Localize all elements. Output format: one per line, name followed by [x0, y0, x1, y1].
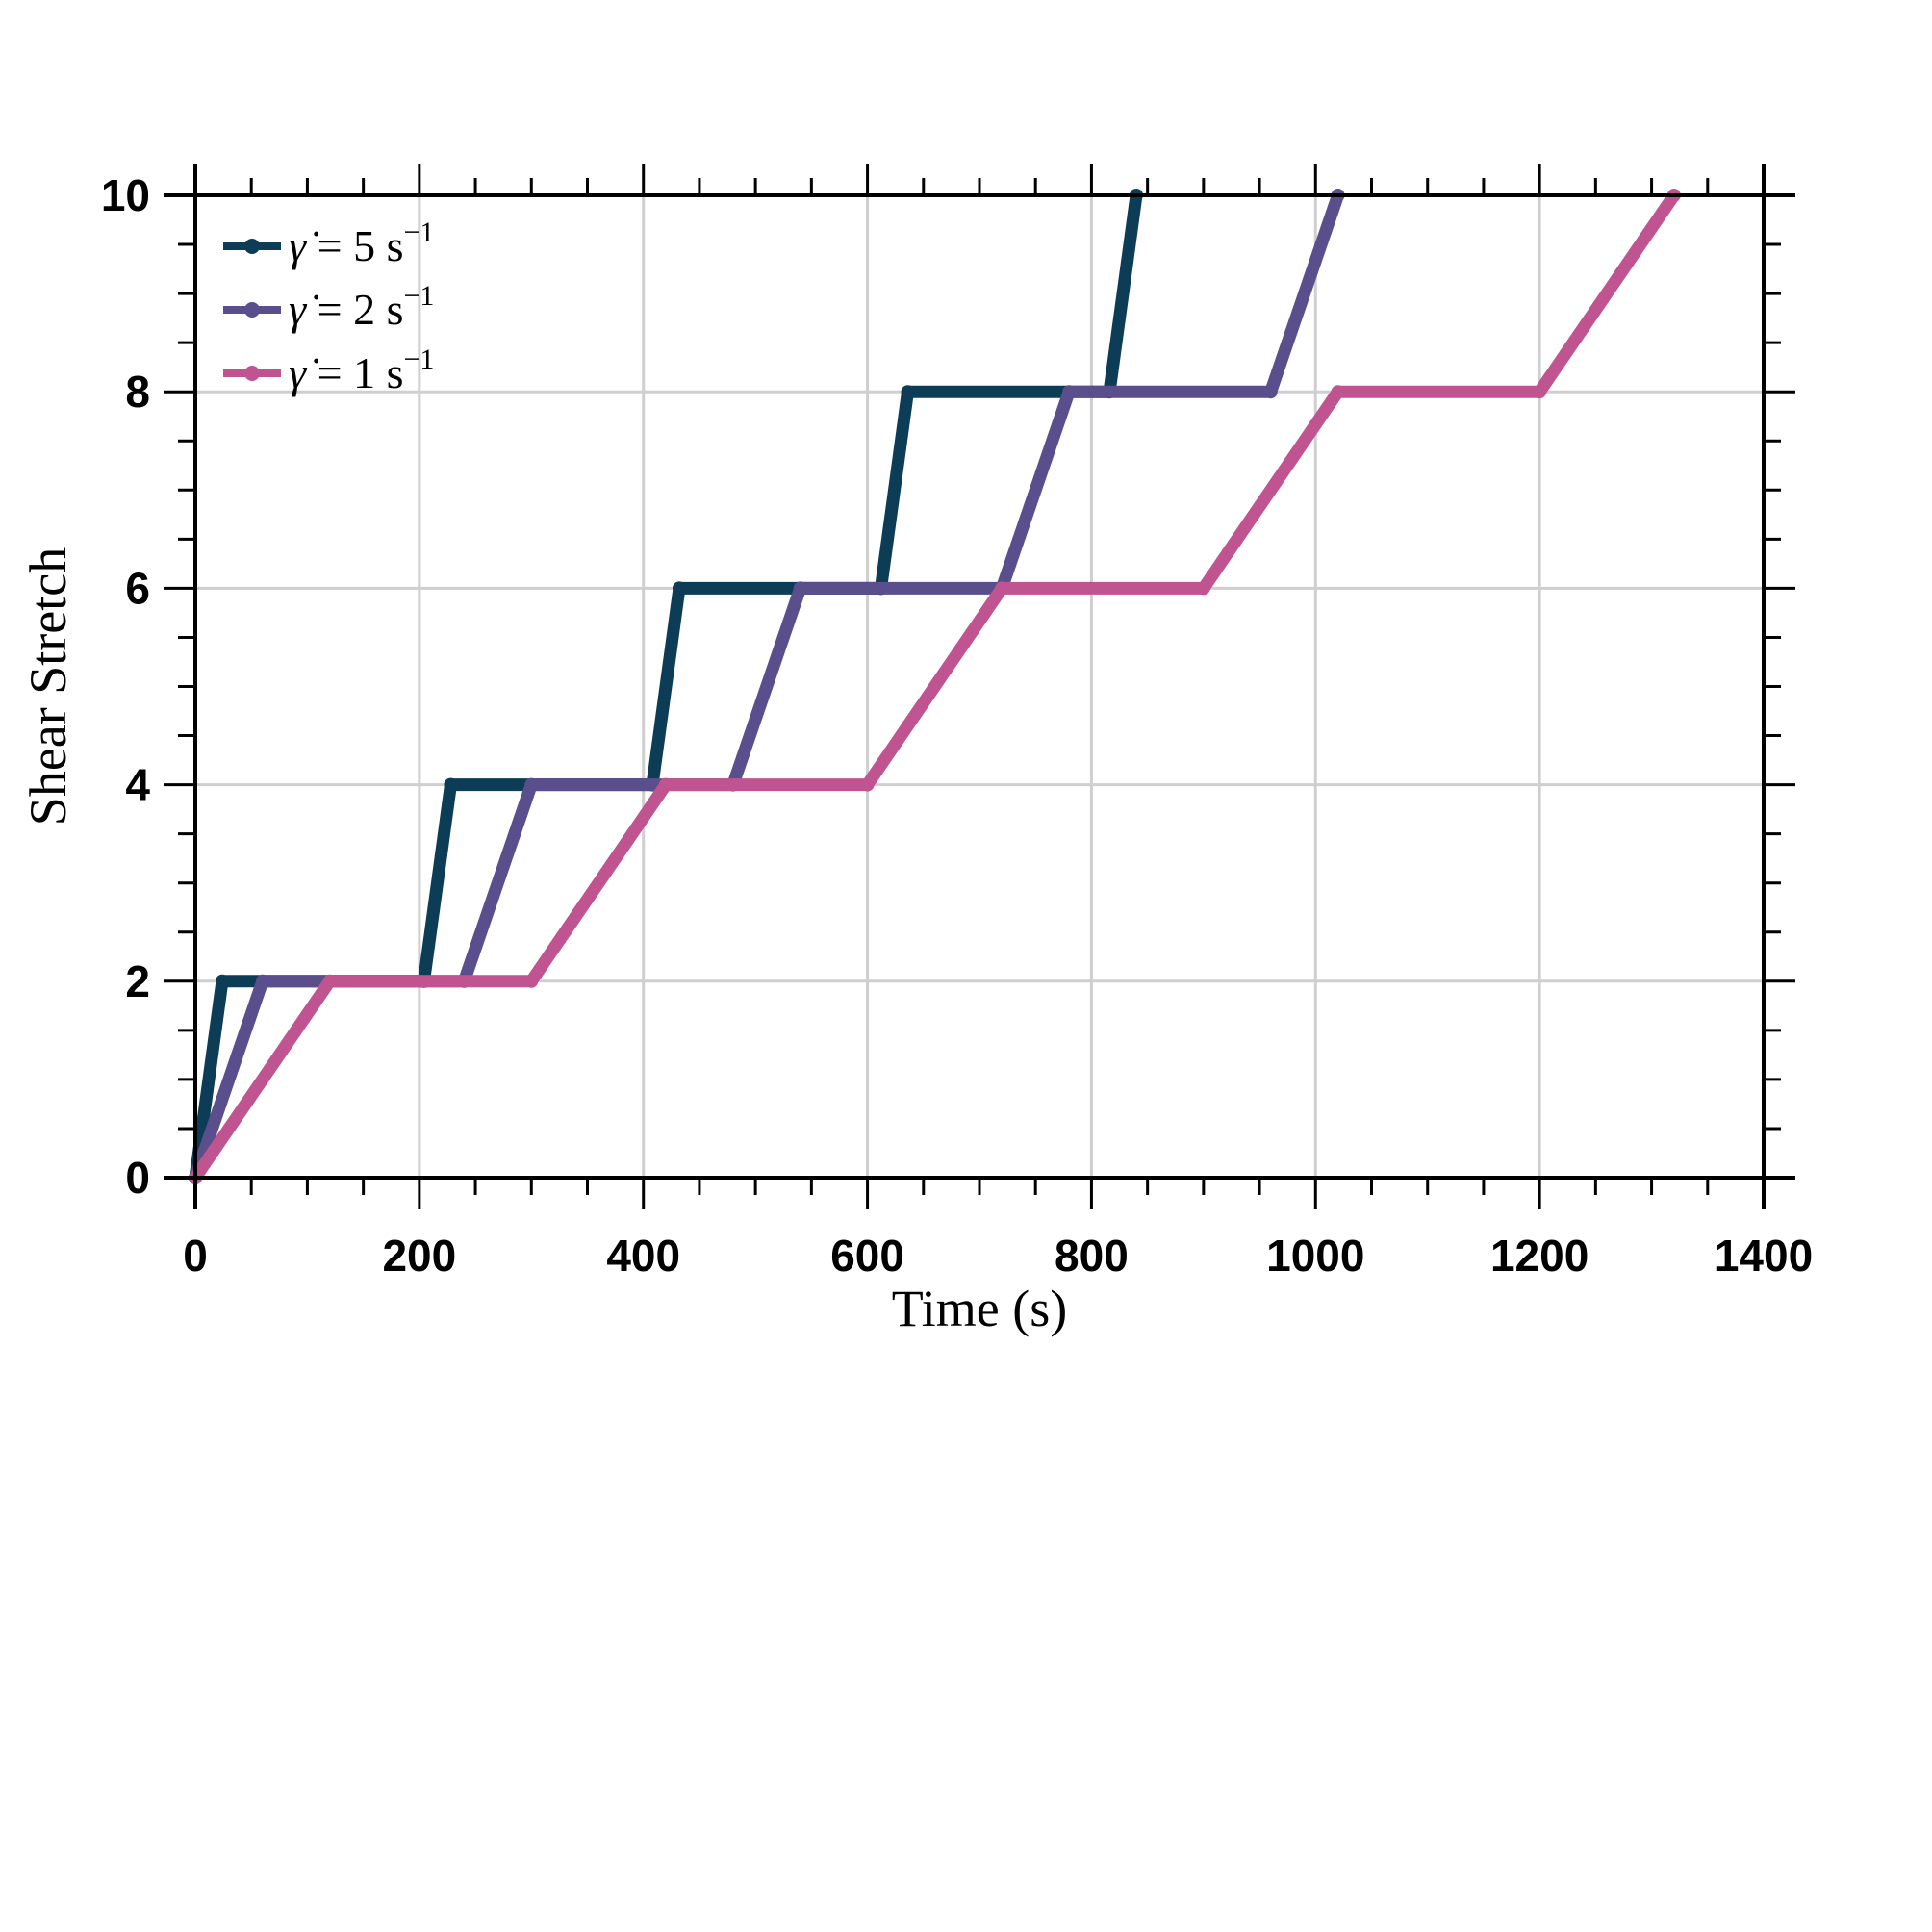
tick-labels: 0 200 400 600 800 1000 1200 1400 0 2 4 6 8 10 — [101, 170, 1813, 1281]
data-point — [322, 974, 337, 988]
legend-entry: γ̇ = 2 s−1 — [223, 280, 434, 334]
legend-entry: γ̇ = 5 s−1 — [223, 216, 434, 270]
data-point — [444, 777, 458, 792]
data-point — [672, 581, 686, 596]
y-tick-label: 2 — [125, 956, 150, 1006]
data-point — [1331, 385, 1345, 399]
y-tick-label: 6 — [125, 563, 150, 613]
legend-swatch-marker — [244, 239, 260, 254]
x-tick-label: 1400 — [1715, 1231, 1813, 1281]
legend-swatch-marker — [244, 302, 260, 318]
x-tick-label: 400 — [606, 1231, 680, 1281]
x-tick-label: 0 — [183, 1231, 208, 1281]
legend-label: γ̇ = 5 s−1 — [289, 216, 434, 270]
data-point — [995, 581, 1009, 596]
legend-swatch-marker — [244, 366, 260, 381]
legend-label: γ̇ = 1 s−1 — [289, 343, 434, 397]
data-point — [659, 777, 673, 792]
data-point — [793, 581, 807, 596]
x-tick-label: 1200 — [1490, 1231, 1589, 1281]
data-point — [1062, 385, 1077, 399]
x-tick-label: 600 — [830, 1231, 904, 1281]
data-point — [860, 777, 875, 792]
data-point — [1196, 581, 1210, 596]
series-line — [189, 189, 1681, 1184]
y-tick-label: 10 — [101, 170, 150, 220]
data-point — [524, 777, 539, 792]
y-axis-title: Shear Stretch — [19, 547, 77, 826]
legend-label: γ̇ = 2 s−1 — [289, 280, 434, 334]
data-point — [255, 974, 269, 988]
data-point — [1533, 385, 1547, 399]
series-line — [189, 189, 1143, 1184]
legend: γ̇ = 5 s−1 γ̇ = 2 s−1 γ̇ = 1 s−1 — [223, 216, 434, 397]
series-lines — [189, 189, 1681, 1184]
y-tick-label: 4 — [125, 760, 150, 810]
legend-entry: γ̇ = 1 s−1 — [223, 343, 434, 397]
data-point — [524, 974, 539, 988]
x-tick-label: 1000 — [1266, 1231, 1364, 1281]
y-tick-label: 8 — [125, 367, 150, 417]
series-line — [189, 189, 1345, 1184]
x-tick-label: 200 — [382, 1231, 456, 1281]
x-axis-title: Time (s) — [892, 1280, 1068, 1337]
tick-marks — [164, 164, 1795, 1209]
x-tick-label: 800 — [1055, 1231, 1129, 1281]
data-point — [215, 974, 229, 988]
y-tick-label: 0 — [125, 1153, 150, 1203]
data-point — [1263, 385, 1278, 399]
data-point — [901, 385, 915, 399]
axes — [164, 164, 1795, 1209]
